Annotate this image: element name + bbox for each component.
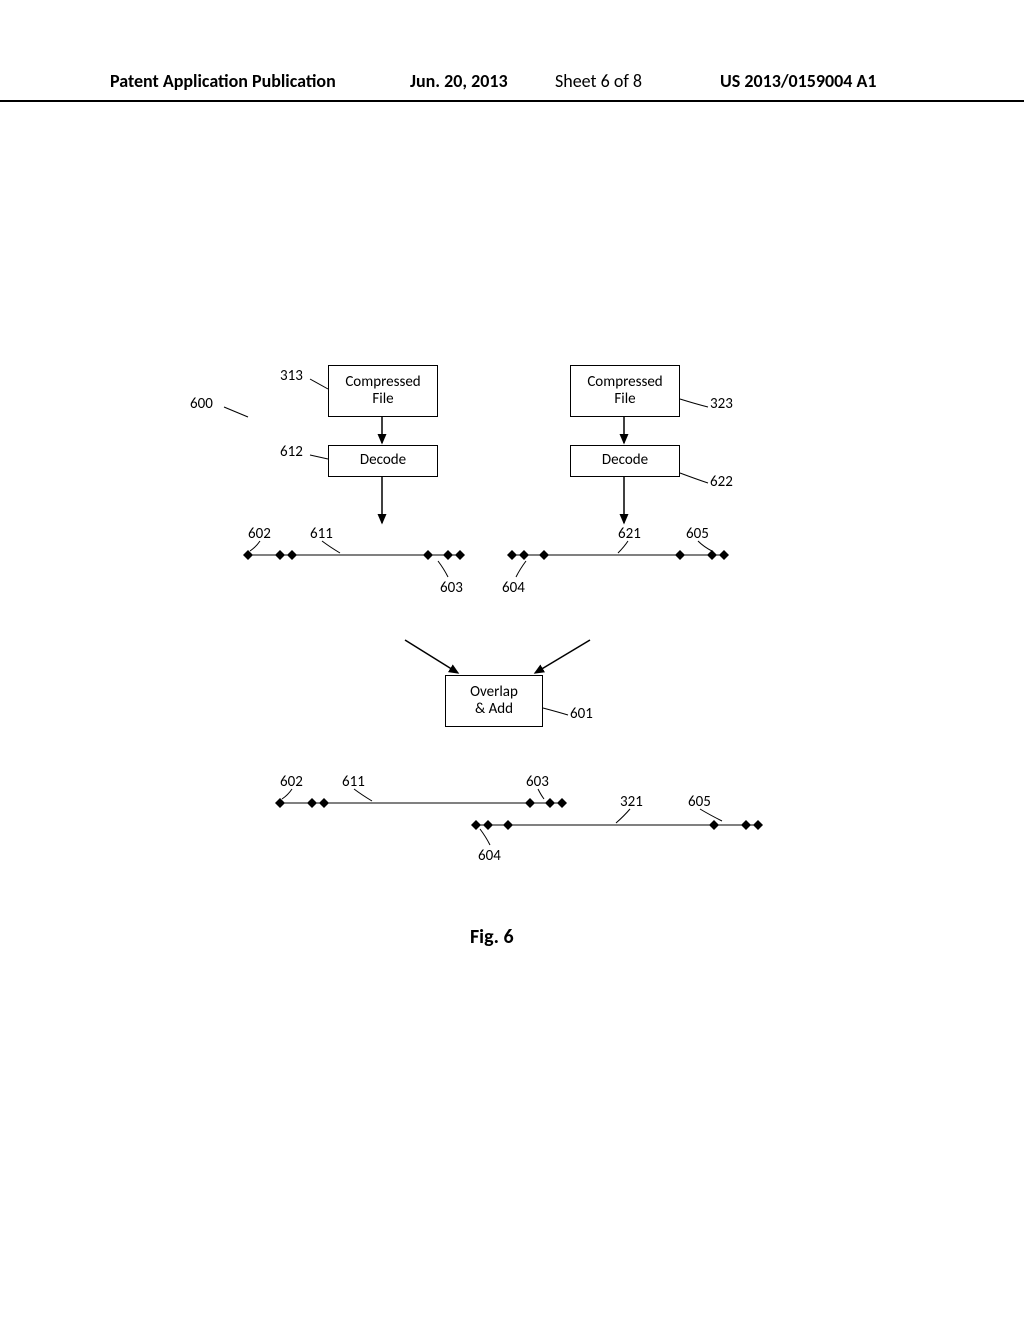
reference-number: 602: [248, 525, 271, 543]
reference-number: 621: [618, 525, 641, 543]
publication-date: Jun. 20, 2013: [410, 70, 508, 92]
reference-number: 604: [502, 579, 525, 597]
page-header: Patent Application Publication Jun. 20, …: [0, 70, 1024, 102]
reference-number: 603: [526, 773, 549, 791]
box-text: & Add: [475, 701, 513, 718]
box-text: File: [372, 391, 393, 408]
box-text: Decode: [602, 452, 648, 469]
reference-number: 622: [710, 473, 733, 491]
figure-diagram: Compressed File Compressed File Decode D…: [200, 365, 840, 985]
compressed-file-box-right: Compressed File: [570, 365, 680, 417]
reference-number: 313: [280, 367, 303, 385]
reference-number: 321: [620, 793, 643, 811]
reference-number: 611: [342, 773, 365, 791]
reference-number: 605: [686, 525, 709, 543]
compressed-file-box-left: Compressed File: [328, 365, 438, 417]
reference-number: 612: [280, 443, 303, 461]
reference-number: 605: [688, 793, 711, 811]
decode-box-left: Decode: [328, 445, 438, 477]
box-text: File: [614, 391, 635, 408]
reference-number: 601: [570, 705, 593, 723]
reference-number: 600: [190, 395, 213, 413]
reference-number: 603: [440, 579, 463, 597]
box-text: Overlap: [470, 684, 518, 701]
decode-box-right: Decode: [570, 445, 680, 477]
box-text: Decode: [360, 452, 406, 469]
overlap-add-box: Overlap & Add: [445, 675, 543, 727]
box-text: Compressed: [345, 374, 420, 391]
publication-number: US 2013/0159004 A1: [720, 70, 877, 92]
publication-label: Patent Application Publication: [110, 70, 336, 92]
box-text: Compressed: [587, 374, 662, 391]
reference-number: 602: [280, 773, 303, 791]
reference-number: 323: [710, 395, 733, 413]
reference-number: 604: [478, 847, 501, 865]
sheet-number: Sheet 6 of 8: [555, 70, 642, 92]
figure-caption: Fig. 6: [470, 925, 514, 949]
reference-number: 611: [310, 525, 333, 543]
